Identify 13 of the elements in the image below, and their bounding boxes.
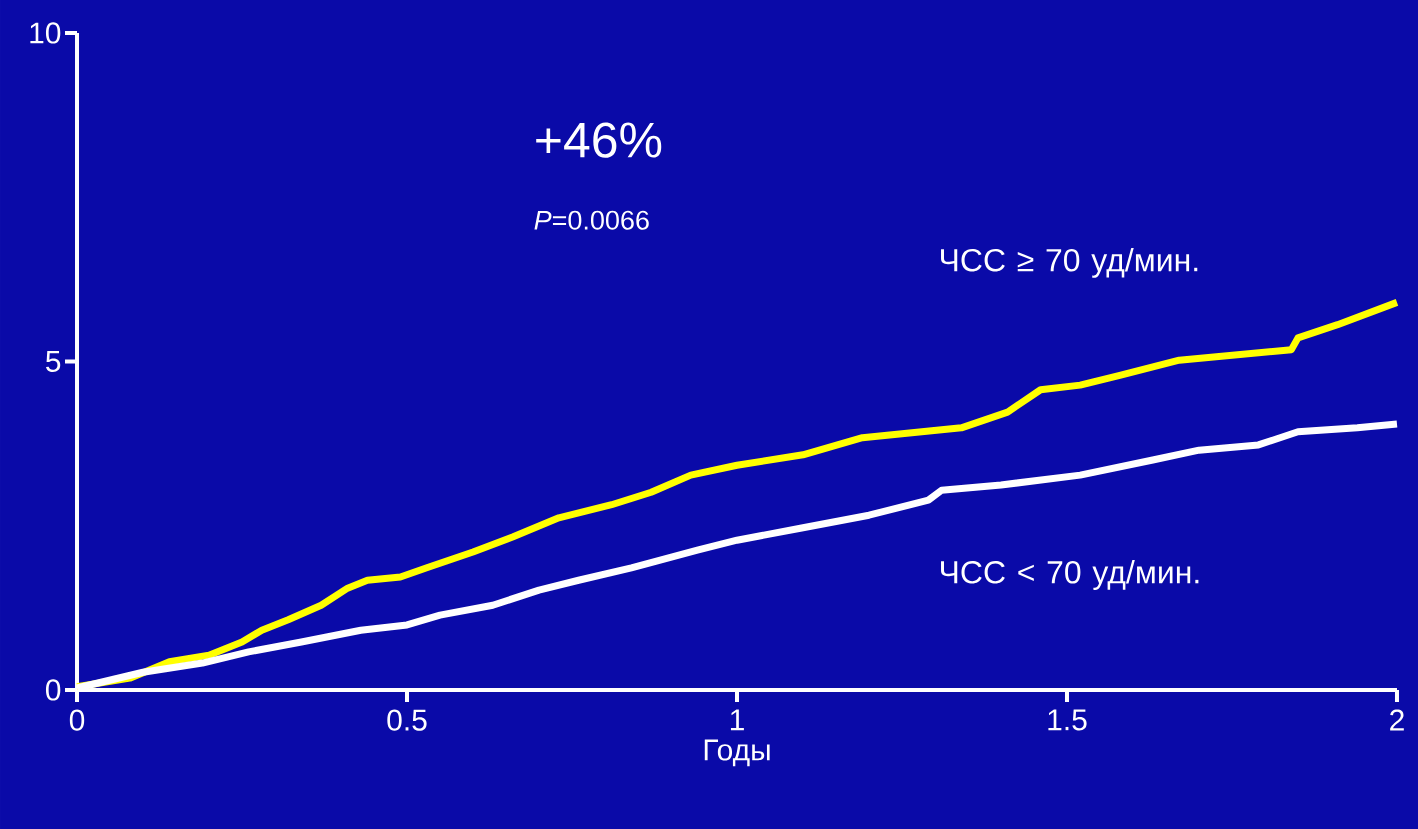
annotation: P=0.0066: [534, 210, 649, 230]
x-tick-label: 2: [1390, 709, 1404, 731]
y-tick-label: 0: [45, 679, 61, 701]
x-tick-label: 1.5: [1048, 709, 1087, 731]
text: ЧСС ≥ 70 уд/мин.: [941, 248, 1198, 278]
x-tick-label: 1: [730, 709, 744, 731]
annotation: +46%: [536, 122, 662, 158]
x-axis-title: Годы: [704, 739, 770, 767]
x-tick-label: 0: [69, 709, 85, 731]
series-label: ЧСС < 70 уд/мин.: [941, 560, 1199, 590]
x-tick-label: 0.5: [387, 709, 427, 731]
y-tick-label: 10: [30, 22, 61, 44]
y-tick-label: 5: [46, 351, 61, 372]
